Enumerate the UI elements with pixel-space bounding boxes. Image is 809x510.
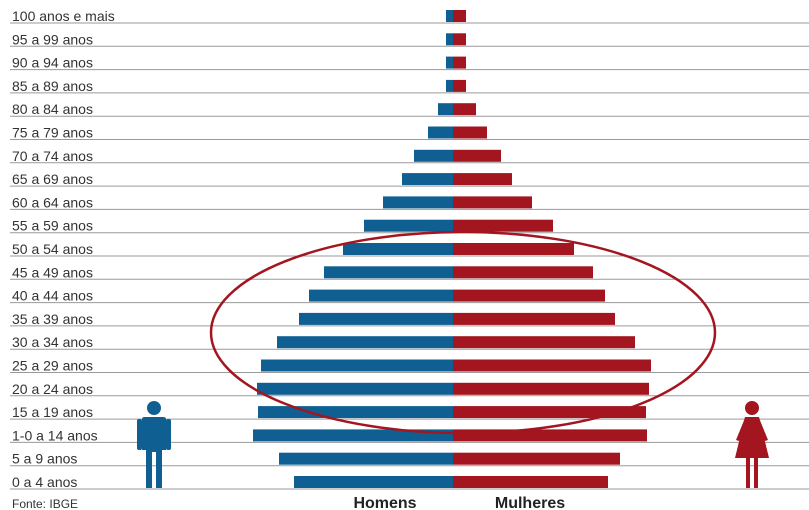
age-label-1-0-a-14-anos: 1-0 a 14 anos (12, 427, 98, 443)
bar-homens-90-a-94-anos (446, 56, 453, 69)
age-label-30-a-34-anos: 30 a 34 anos (12, 334, 93, 350)
age-label-40-a-44-anos: 40 a 44 anos (12, 288, 93, 304)
age-label-100-anos-e-mais: 100 anos e mais (12, 8, 115, 24)
gender-icons (137, 401, 769, 488)
man-icon (137, 401, 171, 488)
woman-icon (735, 401, 769, 488)
bar-mulheres-75-a-79-anos (453, 126, 487, 139)
source-label: Fonte: IBGE (12, 497, 78, 510)
bar-mulheres-30-a-34-anos (453, 336, 635, 349)
age-label-75-a-79-anos: 75 a 79 anos (12, 125, 93, 141)
mulheres-axis-label: Mulheres (495, 495, 565, 510)
age-label-15-a-19-anos: 15 a 19 anos (12, 404, 93, 420)
bar-homens-20-a-24-anos (257, 382, 453, 395)
bar-mulheres-40-a-44-anos (453, 289, 605, 302)
bar-homens-1-0-a-14-anos (253, 429, 453, 442)
bar-mulheres-45-a-49-anos (453, 266, 593, 279)
bar-mulheres-90-a-94-anos (453, 56, 466, 69)
age-label-85-a-89-anos: 85 a 89 anos (12, 78, 93, 94)
age-label-65-a-69-anos: 65 a 69 anos (12, 171, 93, 187)
bar-homens-50-a-54-anos (343, 243, 453, 255)
bar-mulheres-20-a-24-anos (453, 382, 649, 395)
age-label-5-a-9-anos: 5 a 9 anos (12, 451, 77, 467)
bar-mulheres-15-a-19-anos (453, 406, 646, 419)
bar-mulheres-60-a-64-anos (453, 196, 532, 209)
bar-mulheres-0-a-4-anos (453, 476, 608, 488)
bar-mulheres-1-0-a-14-anos (453, 429, 647, 442)
bar-homens-95-a-99-anos (446, 33, 453, 46)
bar-homens-75-a-79-anos (428, 126, 453, 139)
gridlines (10, 22, 809, 490)
age-label-50-a-54-anos: 50 a 54 anos (12, 241, 93, 257)
age-label-0-a-4-anos: 0 a 4 anos (12, 474, 77, 490)
bar-homens-80-a-84-anos (438, 103, 453, 116)
bar-homens-85-a-89-anos (446, 79, 453, 92)
bar-mulheres-85-a-89-anos (453, 79, 466, 92)
age-label-35-a-39-anos: 35 a 39 anos (12, 311, 93, 327)
bar-mulheres-35-a-39-anos (453, 312, 615, 325)
age-label-70-a-74-anos: 70 a 74 anos (12, 148, 93, 164)
age-label-20-a-24-anos: 20 a 24 anos (12, 381, 93, 397)
age-label-55-a-59-anos: 55 a 59 anos (12, 218, 93, 234)
bar-mulheres-100-anos-e-mais (453, 10, 466, 22)
bar-homens-0-a-4-anos (294, 476, 453, 488)
bar-homens-40-a-44-anos (309, 289, 453, 302)
bars (253, 10, 651, 488)
age-label-95-a-99-anos: 95 a 99 anos (12, 31, 93, 47)
bar-homens-5-a-9-anos (279, 452, 453, 465)
bar-mulheres-95-a-99-anos (453, 33, 466, 46)
bar-mulheres-80-a-84-anos (453, 103, 476, 116)
bar-mulheres-55-a-59-anos (453, 219, 553, 232)
homens-axis-label: Homens (353, 495, 416, 510)
age-label-60-a-64-anos: 60 a 64 anos (12, 194, 93, 210)
age-label-80-a-84-anos: 80 a 84 anos (12, 101, 93, 117)
bar-homens-15-a-19-anos (258, 406, 453, 419)
bar-mulheres-25-a-29-anos (453, 359, 651, 372)
bar-homens-30-a-34-anos (277, 336, 453, 349)
bar-homens-70-a-74-anos (414, 149, 453, 162)
age-label-25-a-29-anos: 25 a 29 anos (12, 358, 93, 374)
bar-homens-25-a-29-anos (261, 359, 453, 372)
bar-homens-65-a-69-anos (402, 173, 453, 186)
age-label-90-a-94-anos: 90 a 94 anos (12, 55, 93, 71)
bar-homens-35-a-39-anos (299, 312, 453, 325)
age-label-45-a-49-anos: 45 a 49 anos (12, 264, 93, 280)
bar-homens-100-anos-e-mais (446, 10, 453, 22)
bar-mulheres-50-a-54-anos (453, 243, 574, 255)
highlight-ellipse (209, 230, 717, 435)
bar-mulheres-70-a-74-anos (453, 149, 501, 162)
bar-mulheres-65-a-69-anos (453, 173, 512, 186)
age-group-labels: 100 anos e mais 95 a 99 anos 90 a 94 anos 8… (12, 8, 115, 490)
bar-homens-45-a-49-anos (324, 266, 453, 279)
bar-homens-60-a-64-anos (383, 196, 453, 209)
bar-homens-55-a-59-anos (364, 219, 453, 232)
highlight-layer (209, 230, 717, 435)
bar-mulheres-5-a-9-anos (453, 452, 620, 465)
